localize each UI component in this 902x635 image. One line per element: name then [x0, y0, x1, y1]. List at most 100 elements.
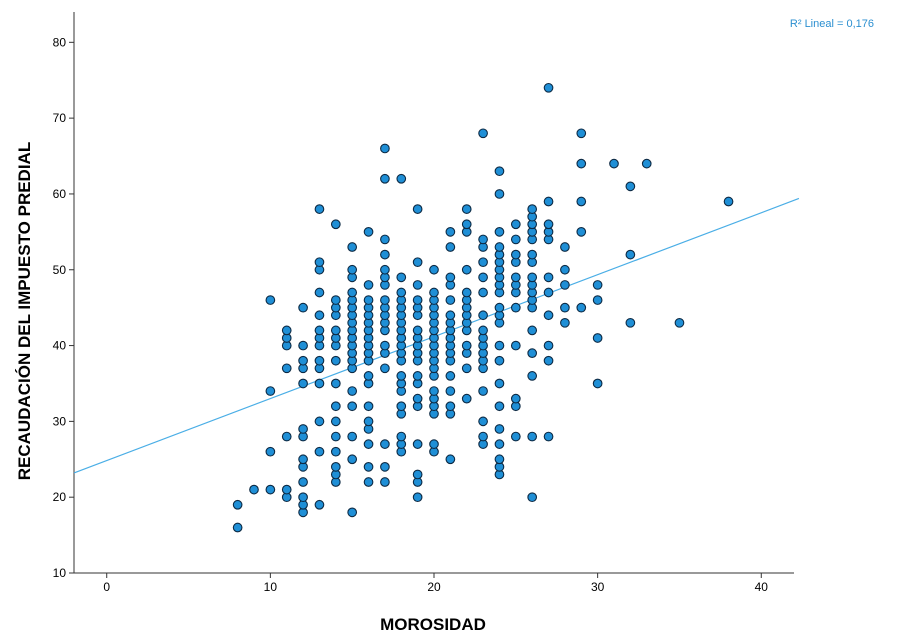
- data-point: [478, 310, 488, 321]
- data-point: [412, 371, 423, 381]
- data-point: [314, 378, 325, 389]
- data-point: [510, 393, 521, 404]
- data-point: [396, 173, 407, 184]
- data-point: [314, 355, 325, 366]
- data-point: [298, 424, 308, 434]
- data-point: [380, 462, 390, 472]
- data-point: [330, 462, 341, 472]
- data-point: [592, 333, 603, 343]
- data-point: [330, 378, 341, 389]
- data-point: [314, 310, 325, 321]
- data-point: [445, 295, 456, 305]
- data-point: [478, 128, 488, 139]
- data-point: [265, 484, 276, 495]
- x-tick-label: 20: [427, 580, 441, 594]
- data-point: [510, 234, 521, 245]
- data-point: [625, 181, 636, 192]
- data-point: [298, 378, 308, 389]
- data-point: [412, 295, 423, 305]
- data-point: [347, 264, 358, 275]
- x-tick-label: 0: [103, 580, 110, 594]
- data-point: [543, 82, 554, 93]
- data-point: [380, 249, 390, 260]
- data-point: [347, 507, 358, 518]
- data-point: [543, 310, 554, 321]
- data-point: [543, 431, 554, 442]
- data-point: [478, 272, 488, 283]
- data-point: [412, 280, 423, 290]
- tick-labels: 0 10 20 30 40 10 20 30 40 50 60 70 80: [53, 35, 769, 594]
- data-point: [265, 446, 276, 457]
- data-point: [412, 439, 423, 449]
- data-point: [445, 371, 456, 381]
- data-point: [232, 522, 243, 533]
- data-point: [494, 439, 505, 449]
- data-point: [625, 249, 636, 260]
- data-point: [363, 462, 374, 472]
- data-point: [560, 264, 570, 275]
- data-point: [314, 257, 325, 268]
- y-tick-label: 60: [53, 187, 67, 201]
- data-point: [314, 416, 325, 427]
- data-point: [347, 287, 358, 298]
- data-point: [330, 295, 341, 305]
- data-point: [363, 371, 374, 381]
- data-point: [363, 280, 374, 290]
- data-point: [609, 158, 619, 169]
- data-point: [445, 272, 456, 283]
- data-point: [494, 189, 505, 199]
- data-point: [461, 393, 472, 404]
- data-point: [494, 378, 505, 389]
- data-point: [625, 317, 636, 328]
- data-point: [592, 378, 603, 389]
- data-point: [380, 264, 390, 275]
- data-point: [429, 386, 439, 396]
- data-point: [363, 295, 374, 305]
- data-point: [461, 363, 472, 374]
- y-tick-label: 50: [53, 263, 67, 277]
- data-point: [396, 431, 407, 442]
- data-point: [298, 477, 308, 487]
- data-point: [592, 280, 603, 290]
- data-point: [527, 249, 538, 260]
- y-tick-label: 40: [53, 339, 67, 353]
- data-point: [510, 249, 521, 260]
- data-point: [330, 431, 341, 442]
- data-point: [461, 219, 472, 230]
- data-point: [396, 401, 407, 412]
- data-point: [363, 477, 374, 487]
- data-point: [543, 340, 554, 351]
- data-point: [478, 257, 488, 268]
- data-point: [478, 416, 488, 427]
- data-point: [314, 446, 325, 457]
- data-point: [445, 227, 456, 237]
- data-point: [527, 204, 538, 214]
- data-point: [380, 477, 390, 487]
- data-point: [576, 128, 587, 139]
- data-point: [461, 287, 472, 298]
- data-point: [380, 234, 390, 245]
- data-point: [445, 401, 456, 412]
- data-point: [560, 242, 570, 252]
- data-point: [281, 484, 292, 495]
- data-point: [380, 173, 390, 184]
- data-point: [494, 454, 505, 465]
- data-point: [232, 499, 243, 510]
- data-point: [461, 264, 472, 275]
- data-point: [412, 393, 423, 404]
- data-point: [494, 424, 505, 434]
- data-point: [527, 492, 538, 503]
- data-point: [478, 234, 488, 245]
- data-point: [445, 310, 456, 321]
- data-point: [298, 340, 308, 351]
- data-point: [330, 446, 341, 457]
- data-point: [314, 325, 325, 336]
- y-tick-label: 20: [53, 490, 67, 504]
- data-point: [363, 439, 374, 449]
- data-point: [380, 363, 390, 374]
- x-axis-title: MOROSIDAD: [380, 615, 486, 634]
- data-point: [347, 386, 358, 396]
- data-point: [249, 484, 259, 495]
- data-point: [347, 431, 358, 442]
- data-point: [298, 302, 308, 313]
